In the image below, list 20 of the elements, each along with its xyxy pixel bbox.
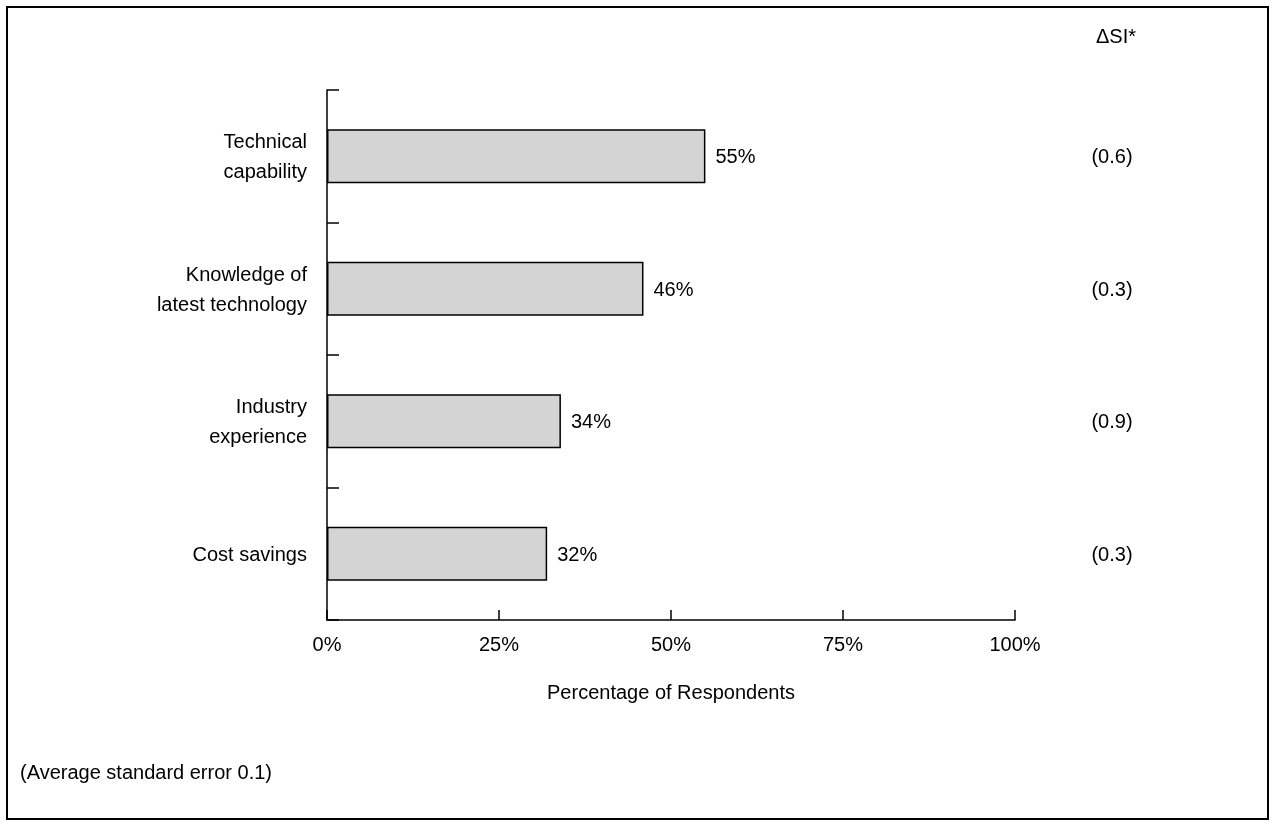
text: (0.3) — [1091, 542, 1133, 565]
text: (Average standard error 0.1) — [20, 761, 272, 783]
data-label: 34% — [570, 410, 612, 433]
y-tick-label: Technical capability — [223, 130, 307, 183]
text: (0.9) — [1091, 410, 1133, 433]
x-tick-label: 100% — [989, 633, 1041, 655]
x-tick-label: 25% — [478, 633, 520, 655]
y-tick-label: Knowledge of latest technology — [156, 262, 308, 315]
x-tick-label: 75% — [822, 633, 864, 655]
text: (0.3) — [1091, 277, 1133, 300]
data-label: 46% — [653, 277, 694, 300]
x-tick-label: 0% — [312, 633, 342, 655]
data-label: 32% — [557, 542, 598, 565]
x-axis-title: Percentage of Respondents — [547, 681, 795, 703]
x-tick-label: 50% — [650, 633, 692, 655]
y-tick-label: Industry experience — [209, 395, 307, 448]
y-tick-label: Cost savings — [192, 542, 307, 565]
text: ΔSI* — [1096, 25, 1137, 47]
text: (0.6) — [1091, 145, 1133, 168]
data-label: 55% — [715, 145, 756, 168]
